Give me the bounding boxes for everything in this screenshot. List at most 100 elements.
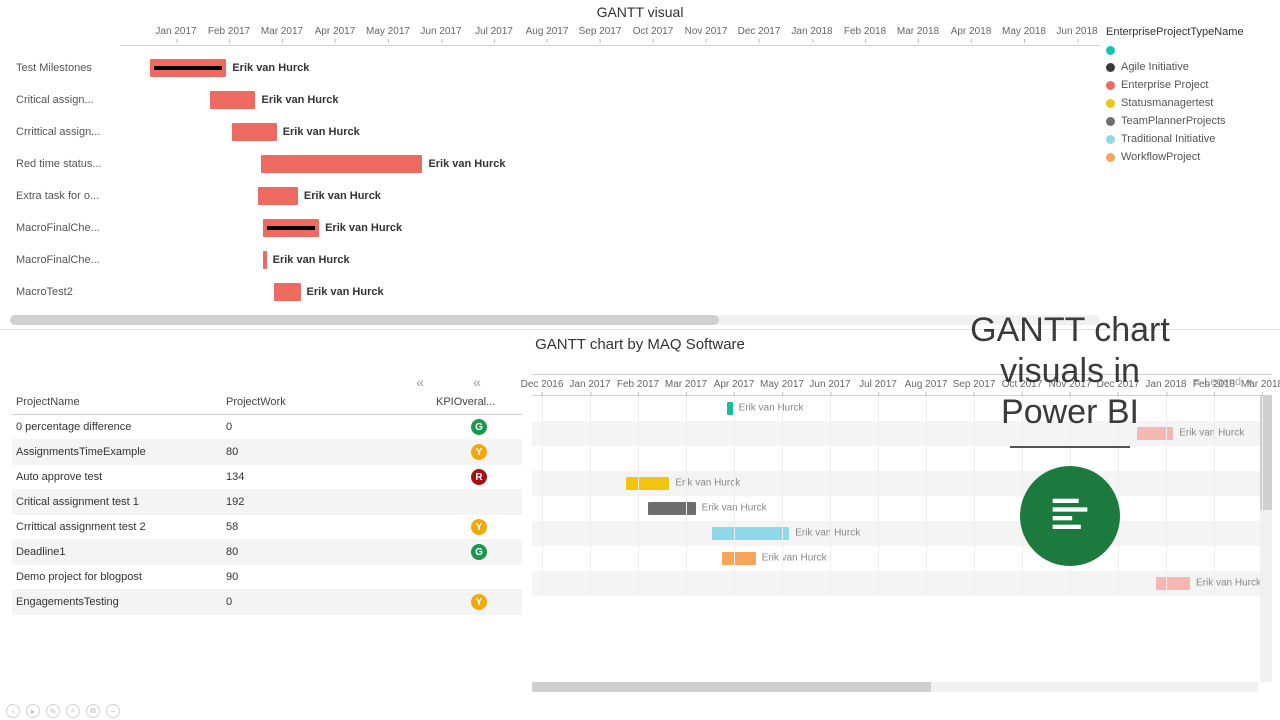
gridline xyxy=(1214,396,1215,596)
gantt-bar[interactable] xyxy=(1156,577,1190,590)
gantt-bar[interactable] xyxy=(722,552,756,565)
axis-tick: Aug 2017 xyxy=(905,379,948,390)
table-row[interactable]: Deadline180G xyxy=(12,540,522,565)
table-row[interactable]: 0 percentage difference0G xyxy=(12,415,522,440)
gridline xyxy=(782,396,783,596)
legend-item-label: Statusmanagertest xyxy=(1121,97,1213,109)
col-projectname[interactable]: ProjectName xyxy=(12,396,222,408)
collapse-col3-icon[interactable]: « xyxy=(432,374,522,390)
cell-projectname: Demo project for blogpost xyxy=(12,571,222,583)
gantt-row-track: Erik van Hurck xyxy=(120,116,1100,148)
gantt-row-track: Erik van Hurck xyxy=(120,276,1100,308)
gantt-row[interactable]: Red time status...Erik van Hurck xyxy=(10,148,1100,180)
legend-item[interactable] xyxy=(1106,46,1274,55)
cell-projectname: EngagementsTesting xyxy=(12,596,222,608)
legend-item-label: Agile Initiative xyxy=(1121,61,1189,73)
gantt-maq-chart: ≡ Legend ▼ Dec 2016Jan 2017Feb 2017Mar 2… xyxy=(532,374,1272,692)
gridline xyxy=(686,396,687,596)
axis-tick: Nov 2017 xyxy=(685,26,728,37)
cell-projectwork: 192 xyxy=(222,496,432,508)
axis-tick: Dec 2016 xyxy=(521,379,564,390)
gantt-bar[interactable] xyxy=(727,402,733,415)
table-row[interactable]: Critical assignment test 1192 xyxy=(12,490,522,515)
legend-item[interactable]: Agile Initiative xyxy=(1106,61,1274,73)
axis-tick: Jul 2017 xyxy=(859,379,897,390)
gantt-bar-caption: Erik van Hurck xyxy=(762,553,827,564)
gantt-row[interactable]: Crrittical assign...Erik van Hurck xyxy=(10,116,1100,148)
gantt-bar[interactable]: Erik van Hurck xyxy=(258,187,298,205)
gantt-maq-hscroll-thumb[interactable] xyxy=(532,682,931,692)
cell-projectwork: 80 xyxy=(222,446,432,458)
gantt-visual-hscroll[interactable] xyxy=(10,315,1100,325)
col-kpi[interactable]: KPIOveral... xyxy=(432,396,522,408)
footer-icon[interactable]: ▸ xyxy=(26,704,40,718)
axis-tick: Feb 2018 xyxy=(844,26,886,37)
gantt-maq-hscroll[interactable] xyxy=(532,682,1258,692)
table-row[interactable]: Crrittical assignment test 258Y xyxy=(12,515,522,540)
cell-projectwork: 80 xyxy=(222,546,432,558)
footer-icon[interactable]: ✎ xyxy=(46,704,60,718)
collapse-col2-icon[interactable]: « xyxy=(222,374,432,390)
gantt-bar[interactable]: Erik van Hurck xyxy=(263,219,319,237)
gridline xyxy=(1262,396,1263,596)
gantt-row[interactable] xyxy=(532,521,1272,546)
axis-tick: Dec 2017 xyxy=(1097,379,1140,390)
gantt-maq-table-header: ProjectName ProjectWork KPIOveral... xyxy=(12,390,522,415)
footer-icon[interactable]: ‹ xyxy=(6,704,20,718)
gantt-row[interactable] xyxy=(532,396,1272,421)
gantt-row-track: Erik van Hurck xyxy=(120,212,1100,244)
table-row[interactable]: Demo project for blogpost90 xyxy=(12,565,522,590)
axis-tick: Jul 2017 xyxy=(475,26,513,37)
cell-kpi: Y xyxy=(432,594,522,610)
gridline xyxy=(734,396,735,596)
gantt-bar[interactable]: Erik van Hurck xyxy=(150,59,227,77)
gantt-bar-caption: Erik van Hurck xyxy=(261,94,338,106)
gantt-row[interactable] xyxy=(532,546,1272,571)
gridline xyxy=(638,396,639,596)
kpi-badge: R xyxy=(471,469,487,485)
gantt-row[interactable] xyxy=(532,446,1272,471)
gantt-row[interactable]: Critical assign...Erik van Hurck xyxy=(10,84,1100,116)
col-projectwork[interactable]: ProjectWork xyxy=(222,396,432,408)
gantt-bar[interactable]: Erik van Hurck xyxy=(232,123,277,141)
axis-tick: Dec 2017 xyxy=(738,26,781,37)
footer-icon[interactable]: ⌕ xyxy=(66,704,80,718)
table-row[interactable]: AssignmentsTimeExample80Y xyxy=(12,440,522,465)
gantt-bar-caption: Erik van Hurck xyxy=(273,254,350,266)
gantt-visual-hscroll-thumb[interactable] xyxy=(10,315,719,325)
gantt-bar[interactable]: Erik van Hurck xyxy=(261,155,423,173)
gantt-bar-caption: Erik van Hurck xyxy=(325,222,402,234)
gantt-visual-chart: Jan 2017Feb 2017Mar 2017Apr 2017May 2017… xyxy=(10,24,1100,314)
gantt-bar[interactable] xyxy=(648,502,696,515)
legend-item-label: Traditional Initiative xyxy=(1121,133,1215,145)
cell-projectname: Critical assignment test 1 xyxy=(12,496,222,508)
legend-panel: EnterpriseProjectTypeName Agile Initiati… xyxy=(1106,26,1274,169)
footer-icon[interactable]: − xyxy=(106,704,120,718)
gantt-bar[interactable]: Erik van Hurck xyxy=(263,251,266,269)
cell-projectname: Deadline1 xyxy=(12,546,222,558)
legend-item[interactable]: TeamPlannerProjects xyxy=(1106,115,1274,127)
gantt-row[interactable]: MacroFinalChe...Erik van Hurck xyxy=(10,212,1100,244)
gantt-row-track: Erik van Hurck xyxy=(120,180,1100,212)
legend-item[interactable]: Traditional Initiative xyxy=(1106,133,1274,145)
gantt-row[interactable]: Test MilestonesErik van Hurck xyxy=(10,52,1100,84)
gantt-row[interactable]: MacroTest2Erik van Hurck xyxy=(10,276,1100,308)
footer-icon[interactable]: ⧉ xyxy=(86,704,100,718)
gantt-row[interactable]: Extra task for o...Erik van Hurck xyxy=(10,180,1100,212)
gantt-bar[interactable]: Erik van Hurck xyxy=(274,283,301,301)
gantt-bar[interactable] xyxy=(712,527,789,540)
gantt-row[interactable]: MacroFinalChe...Erik van Hurck xyxy=(10,244,1100,276)
axis-tick: Aug 2017 xyxy=(526,26,569,37)
table-row[interactable]: EngagementsTesting0Y xyxy=(12,590,522,615)
legend-title: EnterpriseProjectTypeName xyxy=(1106,26,1274,38)
gantt-row[interactable] xyxy=(532,496,1272,521)
gantt-bar[interactable] xyxy=(626,477,669,490)
gantt-bar[interactable] xyxy=(1137,427,1173,440)
axis-tick: May 2017 xyxy=(760,379,804,390)
legend-item[interactable]: Statusmanagertest xyxy=(1106,97,1274,109)
gantt-bar[interactable]: Erik van Hurck xyxy=(210,91,255,109)
legend-item[interactable]: Enterprise Project xyxy=(1106,79,1274,91)
axis-tick: May 2017 xyxy=(366,26,410,37)
table-row[interactable]: Auto approve test134R xyxy=(12,465,522,490)
legend-item[interactable]: WorkflowProject xyxy=(1106,151,1274,163)
